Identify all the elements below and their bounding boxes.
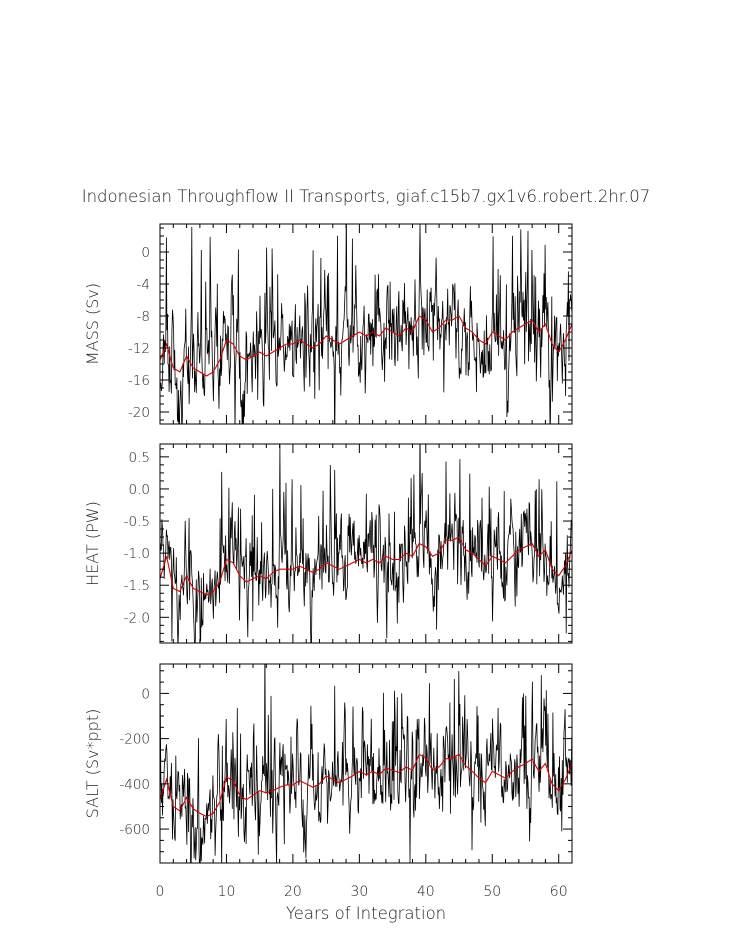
- mass-y-tick-label: -4: [137, 277, 150, 293]
- salt-y-tick-label: -600: [119, 822, 150, 838]
- panel-heat: 0.5 0.0 -0.5 -1.0 -1.5 -2.0 HEAT (PW): [83, 443, 573, 644]
- x-tick-label: 0: [156, 884, 165, 900]
- salt-frame: [159, 663, 573, 864]
- chart-title: Indonesian Throughflow II Transports, gi…: [82, 187, 651, 206]
- mass-y-tick-label: -16: [128, 373, 150, 389]
- heat-smoothed-series: [160, 536, 572, 596]
- x-axis-label: Years of Integration: [286, 904, 446, 923]
- heat-raw-series: [160, 444, 572, 643]
- mass-smoothed-series: [160, 315, 572, 377]
- mass-frame: [159, 223, 573, 425]
- heat-y-tick-label: 0.5: [129, 450, 150, 466]
- salt-y-tick-label: -200: [119, 732, 150, 748]
- x-tick-label: 40: [417, 884, 435, 900]
- heat-y-tick-label: -1.5: [124, 578, 150, 594]
- x-tick-label: 10: [218, 884, 236, 900]
- heat-y-tick-label: 0.0: [129, 482, 150, 498]
- salt-raw-series: [160, 664, 572, 863]
- mass-y-tick-label: -8: [137, 309, 150, 325]
- salt-smoothed-series: [160, 753, 572, 818]
- salt-y-tick-label: -400: [119, 777, 150, 793]
- mass-raw-series: [160, 224, 572, 424]
- mass-y-axis-label: MASS (Sv): [83, 283, 102, 365]
- mass-y-tick-label: 0: [141, 245, 150, 261]
- salt-y-tick-label: 0: [141, 686, 150, 702]
- salt-y-axis-label: SALT (Sv*ppt): [83, 709, 102, 819]
- x-tick-label: 60: [550, 884, 568, 900]
- heat-y-tick-label: -2.0: [124, 610, 150, 626]
- heat-y-axis-label: HEAT (PW): [83, 501, 102, 586]
- x-tick-label: 20: [284, 884, 302, 900]
- x-tick-label: 30: [350, 884, 368, 900]
- heat-y-tick-label: -1.0: [124, 546, 150, 562]
- heat-y-tick-label: -0.5: [124, 514, 150, 530]
- panel-salt: 0 -200 -400 -600 SALT (Sv*ppt) 0 10 20 30 40 50 60: [83, 663, 573, 900]
- heat-frame: [159, 443, 573, 644]
- mass-y-tick-label: -12: [128, 341, 150, 357]
- x-tick-label: 50: [483, 884, 501, 900]
- panel-mass: 0 -4 -8 -12 -16 -20 MASS (Sv): [83, 223, 573, 425]
- mass-y-tick-label: -20: [128, 405, 150, 421]
